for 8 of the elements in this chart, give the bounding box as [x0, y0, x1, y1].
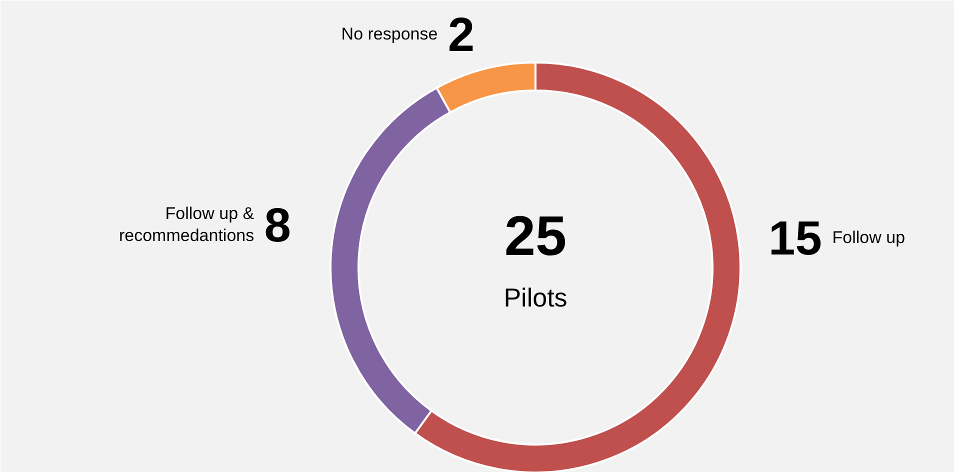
data-label: 2	[448, 9, 475, 62]
slice-label: No response	[341, 24, 438, 44]
slice-label: Follow up & recommedantions	[118, 204, 255, 245]
slice-label: Follow up	[832, 228, 906, 247]
data-label: 15	[768, 212, 822, 266]
text: 25	[504, 204, 567, 267]
data-label: 8	[264, 199, 291, 252]
text: Pilots	[504, 282, 568, 312]
